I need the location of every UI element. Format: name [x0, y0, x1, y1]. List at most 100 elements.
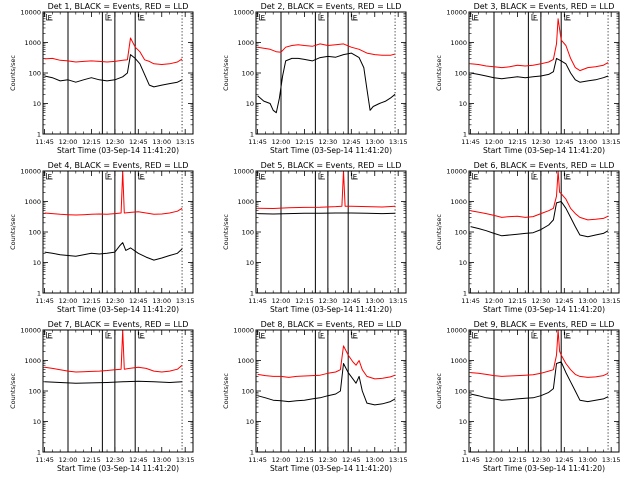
y-tick-label: 1000: [237, 198, 254, 206]
x-tick-label: 12:30: [319, 138, 338, 146]
x-tick-label: 12:30: [106, 297, 125, 305]
plot-frame: [255, 170, 407, 294]
y-tick-label: 10: [33, 418, 41, 426]
y-tick-label: 10: [246, 418, 254, 426]
marker-label: E: [353, 14, 357, 22]
x-tick-label: 12:15: [508, 456, 527, 464]
marker-bracket: [138, 14, 145, 21]
y-tick-label: 1: [463, 449, 467, 457]
plot-area: [470, 330, 609, 452]
plot-frame: [42, 11, 194, 135]
marker-label: E: [261, 332, 265, 340]
y-tick-label: 1000: [450, 198, 467, 206]
plot-area: [44, 171, 183, 293]
chart-title: Det 1, BLACK = Events, RED = LLD: [48, 2, 189, 11]
series-line-red: [470, 18, 609, 72]
y-tick-label: 100: [455, 70, 467, 78]
y-tick-label: 10: [246, 100, 254, 108]
series-line-black: [257, 363, 396, 406]
plot-area: [257, 330, 396, 452]
x-tick-label: 12:45: [555, 138, 574, 146]
marker-label: E: [566, 173, 570, 181]
y-tick-label: 1: [250, 131, 254, 139]
x-tick-label: 12:30: [532, 138, 551, 146]
plot-frame: [468, 329, 620, 453]
y-tick-label: 100: [29, 229, 41, 237]
y-tick-label: 10000: [446, 9, 467, 17]
x-tick-label: 12:00: [485, 297, 504, 305]
chart-title: Det 9, BLACK = Events, RED = LLD: [474, 320, 615, 329]
y-tick-label: 100: [29, 70, 41, 78]
plot-area: [44, 12, 183, 134]
series-line-red: [44, 330, 183, 373]
marker-bracket: [318, 332, 325, 339]
marker-bracket: [46, 332, 53, 339]
x-axis-label: Start Time (03-Sep-14 11:41:20): [483, 146, 605, 155]
marker-label: E: [48, 14, 52, 22]
x-tick-label: 12:15: [82, 297, 101, 305]
marker-bracket: [138, 173, 145, 180]
y-tick-label: 100: [242, 229, 254, 237]
chart-panel: Det 4, BLACK = Events, RED = LLD Start Ti…: [9, 161, 195, 314]
y-tick-label: 10000: [233, 9, 254, 17]
marker-bracket: [472, 332, 479, 339]
y-tick-label: 1: [250, 290, 254, 298]
x-tick-label: 11:45: [35, 138, 54, 146]
marker-bracket: [472, 173, 479, 180]
y-tick-label: 1000: [237, 39, 254, 47]
y-tick-label: 1: [37, 290, 41, 298]
x-tick-label: 13:00: [578, 297, 597, 305]
x-axis-label: Start Time (03-Sep-14 11:41:20): [270, 146, 392, 155]
x-tick-label: 12:15: [295, 297, 314, 305]
x-tick-label: 13:00: [365, 297, 384, 305]
x-tick-label: 12:45: [555, 297, 574, 305]
series-line-red: [44, 171, 183, 216]
marker-label: E: [140, 14, 144, 22]
x-tick-label: 12:45: [342, 138, 361, 146]
x-tick-label: 12:15: [82, 456, 101, 464]
series-line-red: [257, 171, 396, 209]
x-tick-label: 12:45: [555, 456, 574, 464]
y-tick-label: 10000: [233, 168, 254, 176]
chart-title: Det 4, BLACK = Events, RED = LLD: [48, 161, 189, 170]
series-line-red: [257, 43, 396, 56]
x-tick-label: 11:45: [461, 297, 480, 305]
chart-panel: Det 6, BLACK = Events, RED = LLD Start Ti…: [435, 161, 621, 314]
series-line-red: [44, 37, 183, 65]
x-tick-label: 12:45: [129, 138, 148, 146]
x-tick-label: 12:30: [319, 456, 338, 464]
marker-bracket: [531, 332, 538, 339]
marker-bracket: [318, 173, 325, 180]
chart-panel: Det 3, BLACK = Events, RED = LLD Start Ti…: [435, 2, 621, 155]
x-tick-label: 12:00: [59, 456, 78, 464]
y-tick-label: 10000: [446, 327, 467, 335]
marker-label: E: [566, 14, 570, 22]
x-tick-label: 13:15: [602, 297, 621, 305]
y-tick-label: 1: [37, 131, 41, 139]
x-tick-label: 12:15: [508, 297, 527, 305]
y-tick-label: 100: [29, 388, 41, 396]
plot-frame: [255, 11, 407, 135]
series-line-black: [470, 57, 609, 83]
marker-label: E: [474, 173, 478, 181]
y-axis-label: Counts/sec: [222, 373, 230, 409]
marker-label: F: [320, 173, 324, 181]
marker-bracket: [46, 14, 53, 21]
marker-label: E: [566, 332, 570, 340]
marker-bracket: [351, 14, 358, 21]
x-axis-label: Start Time (03-Sep-14 11:41:20): [57, 464, 179, 473]
marker-bracket: [564, 332, 571, 339]
y-tick-label: 10: [459, 259, 467, 267]
series-line-black: [44, 242, 183, 261]
chart-panel: Det 8, BLACK = Events, RED = LLD Start Ti…: [222, 320, 408, 473]
y-tick-label: 1000: [237, 357, 254, 365]
marker-label: F: [320, 14, 324, 22]
plot-area: [257, 12, 396, 134]
x-tick-label: 12:45: [342, 456, 361, 464]
y-tick-label: 100: [242, 388, 254, 396]
x-tick-label: 12:00: [272, 297, 291, 305]
x-tick-label: 12:00: [272, 138, 291, 146]
series-line-red: [470, 330, 609, 378]
chart-panel: Det 5, BLACK = Events, RED = LLD Start Ti…: [222, 161, 408, 314]
